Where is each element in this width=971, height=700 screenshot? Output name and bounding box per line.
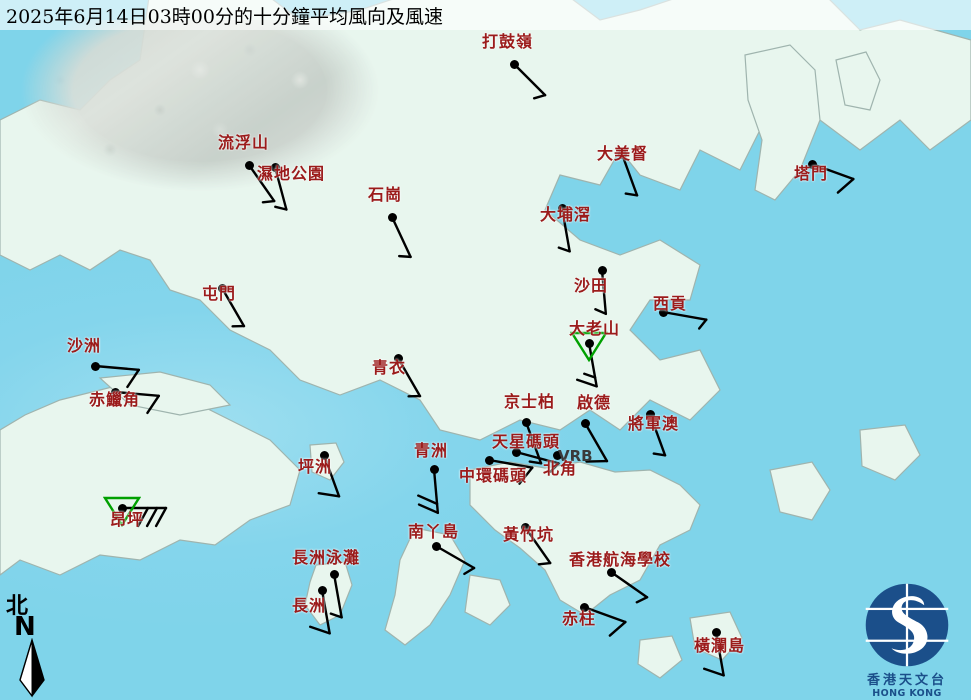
station-name-label: 屯門: [202, 284, 237, 303]
station-name-label: 大老山: [569, 319, 621, 338]
station-marker-dot: [117, 503, 127, 513]
station-name-label: 沙洲: [67, 336, 102, 355]
station-name-label: 石崗: [368, 185, 403, 204]
logo-label-en: HONG KONG OBSERVATORY: [866, 688, 948, 700]
station-marker-dot: [711, 627, 721, 637]
station-name-label: 天星碼頭: [492, 432, 561, 451]
station-marker-dot: [329, 569, 339, 579]
station-name-label: 橫瀾島: [694, 636, 746, 655]
station-marker-dot: [511, 447, 521, 457]
station-marker-dot: [557, 203, 567, 213]
station-name-label: 沙田: [574, 276, 609, 295]
station-name-label: 啟德: [577, 393, 612, 412]
compass-label-cn: 北: [6, 593, 29, 619]
station-marker-dot: [807, 159, 817, 169]
station-marker-dot: [509, 59, 519, 69]
station-marker-dot: [521, 417, 531, 427]
station-name-label: 西貢: [653, 294, 688, 313]
station-name-label: 長洲泳灘: [292, 548, 361, 567]
station-name-label: 京士柏: [504, 392, 556, 411]
logo-label-cn: 香港天文台: [866, 673, 947, 688]
station-marker-dot: [387, 212, 397, 222]
station-marker-dot: [552, 450, 562, 460]
station-marker-dot: [217, 283, 227, 293]
satellite-imagery-overlay: [0, 20, 420, 250]
station-marker-dot: [110, 387, 120, 397]
station-marker-dot: [270, 162, 280, 172]
station-marker-dot: [645, 409, 655, 419]
station-name-label: 將軍澳: [628, 414, 680, 433]
station-marker-dot: [431, 541, 441, 551]
station-name-label: 流浮山: [218, 133, 270, 152]
compass-rose: 北 N: [4, 588, 64, 698]
station-name-label: 打鼓嶺: [482, 32, 534, 51]
marker-triangle-icon: [103, 496, 141, 527]
station-marker-dot: [244, 160, 254, 170]
marker-triangle-icon: [570, 331, 608, 362]
station-name-label: 大美督: [597, 144, 649, 163]
station-marker-dot: [658, 307, 668, 317]
station-name-label: 香港航海學校: [569, 550, 672, 569]
station-marker-dot: [319, 450, 329, 460]
station-name-label: 黃竹坑: [503, 525, 555, 544]
station-name-label: 南丫島: [408, 522, 460, 541]
station-marker-dot: [520, 522, 530, 532]
station-name-label: 青洲: [414, 441, 449, 460]
station-marker-dot: [579, 602, 589, 612]
station-marker-dot: [429, 464, 439, 474]
title-bar: 2025年6月14日03時00分的十分鐘平均風向及風速: [0, 0, 971, 30]
hko-logo-icon: [865, 583, 949, 667]
station-name-label: 坪洲: [298, 457, 333, 476]
station-marker-dot: [90, 361, 100, 371]
station-name-label: 赤鱲角: [89, 390, 141, 409]
station-marker-dot: [393, 353, 403, 363]
station-marker-dot: [317, 585, 327, 595]
station-name-label: 赤柱: [562, 609, 597, 628]
station-marker-dot: [606, 567, 616, 577]
station-name-label: 大埔滘: [540, 205, 592, 224]
station-marker-dot: [580, 418, 590, 428]
station-marker-dot: [617, 149, 627, 159]
hko-logo: 香港天文台 HONG KONG OBSERVATORY: [848, 582, 966, 700]
station-marker-dot: [584, 338, 594, 348]
station-name-label: 北角: [543, 459, 578, 478]
north-arrow-icon: [19, 638, 45, 698]
station-name-label: 濕地公園: [257, 164, 326, 183]
station-marker-dot: [484, 455, 494, 465]
page-title: 2025年6月14日03時00分的十分鐘平均風向及風速: [6, 5, 443, 28]
station-name-label: 昂坪: [110, 510, 145, 529]
compass-label-en: N: [14, 612, 36, 642]
station-name-label: 中環碼頭: [459, 466, 528, 485]
station-name-label: 青衣: [372, 358, 407, 377]
variable-wind-label: VRB: [558, 447, 593, 465]
station-name-label: 塔門: [794, 164, 829, 183]
station-marker-dot: [597, 265, 607, 275]
station-name-label: 長洲: [292, 596, 327, 615]
